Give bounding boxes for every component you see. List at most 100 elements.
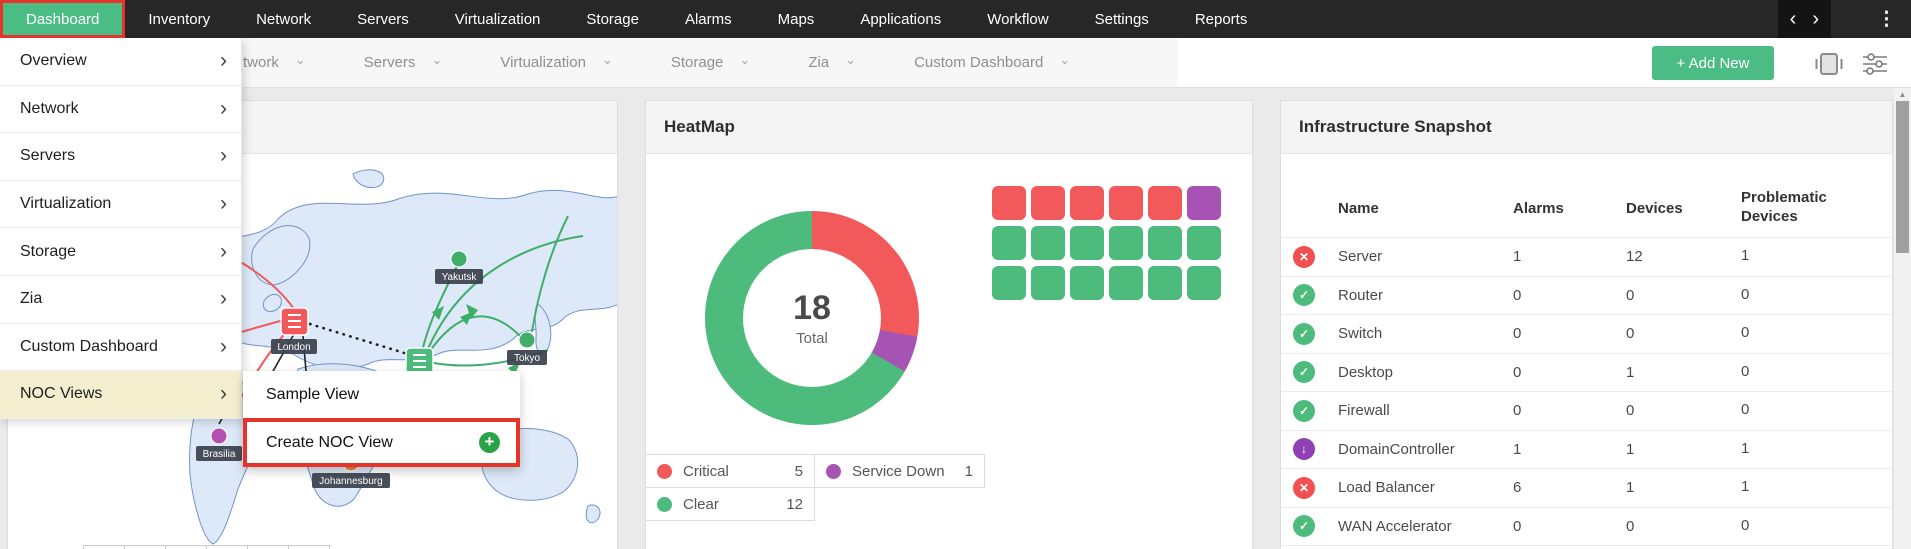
map-node-tokyo[interactable]: Tokyo — [507, 331, 547, 365]
heatmap-cell[interactable] — [1187, 186, 1221, 220]
table-row[interactable]: ✕ Load Balancer 6 1 1 — [1281, 468, 1892, 507]
dashboard-tab[interactable]: twork — [243, 54, 306, 71]
sidebar-item[interactable]: Virtualization — [0, 180, 241, 229]
map-node-london[interactable]: London — [271, 307, 317, 354]
top-nav-item[interactable]: Servers — [357, 10, 409, 28]
table-row[interactable]: ↓ DomainController 1 1 1 — [1281, 429, 1892, 469]
add-new-button[interactable]: + Add New — [1652, 46, 1774, 80]
heatmap-cell[interactable] — [992, 266, 1026, 300]
top-nav-item[interactable]: Reports — [1194, 10, 1248, 28]
problematic-count: 1 — [1741, 478, 1750, 496]
device-category-name[interactable]: Router — [1338, 286, 1384, 304]
table-row[interactable]: ✕ Server 1 12 1 — [1281, 237, 1892, 276]
sidebar-item[interactable]: Zia — [0, 275, 241, 324]
vertical-scrollbar[interactable]: ▲ — [1894, 88, 1911, 549]
dashboard-tab[interactable]: Storage — [671, 54, 750, 71]
slideshow-icon[interactable] — [1814, 51, 1844, 77]
map-legend-cell — [83, 545, 125, 549]
kebab-menu-icon[interactable]: ⋮ — [1877, 8, 1896, 30]
alarms-count: 0 — [1513, 363, 1522, 381]
heatmap-cell[interactable] — [1031, 226, 1065, 260]
heatmap-cell[interactable] — [1109, 226, 1143, 260]
devices-count: 1 — [1626, 363, 1635, 381]
sidebar-item[interactable]: Custom Dashboard — [0, 323, 241, 372]
device-category-name[interactable]: Server — [1338, 248, 1383, 266]
map-node-yakutsk[interactable]: Yakutsk — [435, 250, 483, 284]
heatmap-cell[interactable] — [1070, 266, 1104, 300]
devices-count: 12 — [1626, 248, 1643, 266]
top-nav-item[interactable]: Dashboard — [0, 0, 126, 38]
status-cell: ✓ — [1293, 399, 1338, 422]
legend-dot-icon — [826, 463, 841, 479]
heatmap-cell[interactable] — [992, 226, 1026, 260]
map-node-clear-device[interactable] — [405, 347, 434, 376]
submenu-item-sample-view[interactable]: Sample View — [266, 385, 360, 403]
alarms-count: 1 — [1513, 440, 1522, 458]
device-category-name[interactable]: Firewall — [1338, 402, 1390, 420]
heatmap-cell[interactable] — [1148, 266, 1182, 300]
heatmap-cell[interactable] — [1187, 266, 1221, 300]
top-nav-item[interactable]: Network — [256, 10, 312, 28]
dashboard-tab[interactable]: Servers — [364, 54, 443, 71]
heatmap-donut[interactable] — [705, 211, 919, 425]
map-node-brasilia[interactable]: Brasilia — [196, 403, 242, 461]
device-category-name[interactable]: Load Balancer — [1338, 479, 1435, 497]
chevron-down-icon[interactable] — [431, 54, 442, 71]
submenu-item-create-noc-view[interactable]: Create NOC View + — [243, 418, 520, 467]
top-nav-item[interactable]: Virtualization — [454, 10, 541, 28]
heatmap-cell[interactable] — [1148, 186, 1182, 220]
table-row[interactable]: ✓ Switch 0 0 0 — [1281, 314, 1892, 353]
chevron-down-icon[interactable] — [295, 54, 306, 71]
top-nav-item[interactable]: Alarms — [684, 10, 732, 28]
heatmap-cell[interactable] — [992, 186, 1026, 220]
heatmap-cell[interactable] — [1109, 186, 1143, 220]
legend-value: 1 — [964, 462, 973, 480]
sidebar-item[interactable]: Overview — [0, 38, 241, 86]
table-row[interactable]: ✓ Router 0 0 0 — [1281, 275, 1892, 315]
scrollbar-thumb[interactable] — [1896, 101, 1909, 253]
device-category-name[interactable]: Switch — [1338, 325, 1383, 343]
chevron-right-icon — [220, 97, 227, 121]
top-nav-item[interactable]: Inventory — [148, 10, 211, 28]
table-row[interactable]: ✓ WAN Accelerator 0 0 0 — [1281, 506, 1892, 546]
device-category-name[interactable]: DomainController — [1338, 440, 1455, 458]
heatmap-cell[interactable] — [1187, 226, 1221, 260]
status-cell: ✓ — [1293, 284, 1338, 307]
heatmap-cell[interactable] — [1031, 266, 1065, 300]
status-cell: ✕ — [1293, 476, 1338, 499]
sidebar-item[interactable]: NOC Views — [0, 371, 241, 419]
sidebar-item[interactable]: Storage — [0, 228, 241, 276]
device-category-name[interactable]: WAN Accelerator — [1338, 517, 1452, 535]
scrollbar-up-icon[interactable]: ▲ — [1898, 90, 1907, 99]
table-row[interactable]: ✓ Firewall 0 0 0 — [1281, 391, 1892, 430]
dashboard-tab[interactable]: Virtualization — [500, 54, 613, 71]
sidebar-item[interactable]: Servers — [0, 133, 241, 181]
sidebar-item[interactable]: Network — [0, 85, 241, 134]
table-row[interactable]: ✓ Wireless 0 0 0 — [1281, 545, 1892, 549]
top-nav-item[interactable]: Storage — [586, 10, 639, 28]
top-nav-item[interactable]: Settings — [1094, 10, 1149, 28]
heatmap-legend-item[interactable]: Service Down 1 — [814, 454, 985, 488]
device-category-name[interactable]: Desktop — [1338, 363, 1394, 381]
dashboard-tab[interactable]: Custom Dashboard — [914, 54, 1070, 71]
heatmap-cell[interactable] — [1031, 186, 1065, 220]
chevron-down-icon[interactable] — [1059, 54, 1070, 71]
heatmap-cell[interactable] — [1148, 226, 1182, 260]
dashboard-tab[interactable]: Zia — [808, 54, 856, 71]
heatmap-cell[interactable] — [1109, 266, 1143, 300]
heatmap-legend-item[interactable]: Clear 12 — [646, 487, 815, 521]
filter-sliders-icon[interactable] — [1862, 52, 1888, 76]
top-nav-item[interactable]: Workflow — [987, 10, 1049, 28]
status-cell: ✓ — [1293, 515, 1338, 538]
top-nav-item[interactable]: Maps — [777, 10, 815, 28]
chevron-down-icon[interactable] — [739, 54, 750, 71]
heatmap-cell[interactable] — [1070, 226, 1104, 260]
table-row[interactable]: ✓ Desktop 0 1 0 — [1281, 352, 1892, 392]
chevron-left-icon[interactable]: ‹ — [1789, 8, 1797, 30]
chevron-down-icon[interactable] — [602, 54, 613, 71]
chevron-right-icon[interactable]: › — [1812, 8, 1819, 30]
heatmap-cell[interactable] — [1070, 186, 1104, 220]
heatmap-legend-item[interactable]: Critical 5 — [646, 454, 815, 488]
chevron-down-icon[interactable] — [845, 54, 856, 71]
top-nav-item[interactable]: Applications — [860, 10, 942, 28]
